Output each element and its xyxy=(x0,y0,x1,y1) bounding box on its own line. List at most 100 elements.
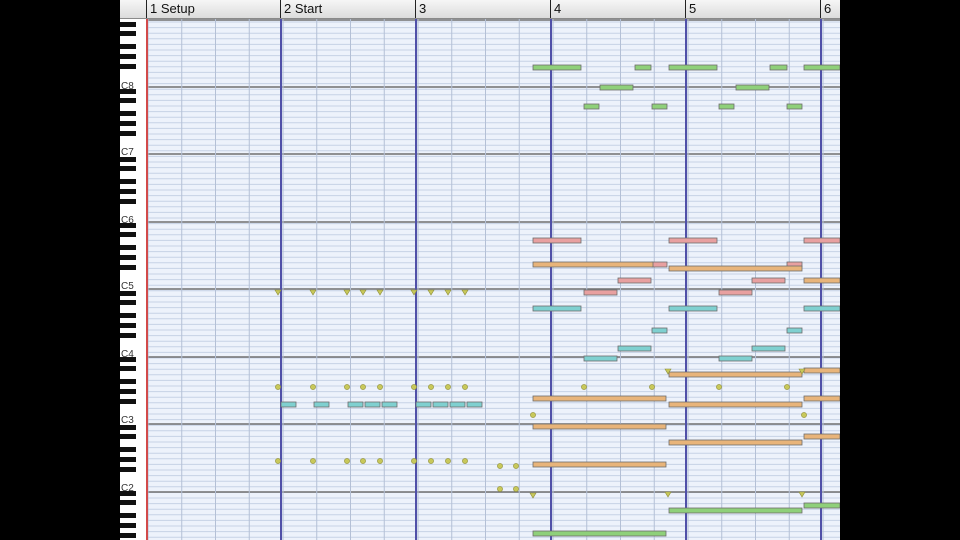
velocity-marker[interactable] xyxy=(798,368,806,375)
black-key[interactable] xyxy=(120,199,136,204)
black-key[interactable] xyxy=(120,179,136,184)
note[interactable] xyxy=(651,261,668,268)
velocity-marker[interactable] xyxy=(377,458,383,464)
black-key[interactable] xyxy=(120,313,136,318)
velocity-marker[interactable] xyxy=(343,289,351,296)
black-key[interactable] xyxy=(120,425,136,430)
velocity-marker[interactable] xyxy=(444,289,452,296)
note-grid[interactable] xyxy=(148,19,840,540)
black-key[interactable] xyxy=(120,300,136,305)
note[interactable] xyxy=(313,401,330,408)
black-key[interactable] xyxy=(120,166,136,171)
note[interactable] xyxy=(668,507,803,514)
note[interactable] xyxy=(599,84,634,91)
velocity-marker[interactable] xyxy=(664,368,672,375)
velocity-marker[interactable] xyxy=(461,289,469,296)
black-key[interactable] xyxy=(120,64,136,69)
black-key[interactable] xyxy=(120,121,136,126)
note[interactable] xyxy=(466,401,483,408)
note[interactable] xyxy=(449,401,466,408)
velocity-marker[interactable] xyxy=(377,384,383,390)
black-key[interactable] xyxy=(120,366,136,371)
velocity-marker[interactable] xyxy=(530,412,536,418)
velocity-marker[interactable] xyxy=(664,491,672,498)
velocity-marker[interactable] xyxy=(513,463,519,469)
velocity-marker[interactable] xyxy=(310,384,316,390)
black-key[interactable] xyxy=(120,89,136,94)
note[interactable] xyxy=(532,261,654,268)
note[interactable] xyxy=(532,305,582,312)
note[interactable] xyxy=(432,401,449,408)
note[interactable] xyxy=(651,103,668,110)
note[interactable] xyxy=(803,367,840,374)
note[interactable] xyxy=(751,277,786,284)
note[interactable] xyxy=(617,277,652,284)
velocity-marker[interactable] xyxy=(428,384,434,390)
black-key[interactable] xyxy=(120,500,136,505)
velocity-marker[interactable] xyxy=(462,458,468,464)
black-key[interactable] xyxy=(120,189,136,194)
note[interactable] xyxy=(803,433,840,440)
note[interactable] xyxy=(532,237,582,244)
note[interactable] xyxy=(803,502,840,509)
velocity-marker[interactable] xyxy=(309,289,317,296)
note[interactable] xyxy=(532,395,667,402)
velocity-marker[interactable] xyxy=(445,384,451,390)
black-key[interactable] xyxy=(120,467,136,472)
note[interactable] xyxy=(769,64,788,71)
piano-keyboard[interactable]: C8 C7 C6 C5 C4 C3 C2 xyxy=(120,19,148,540)
note[interactable] xyxy=(668,237,718,244)
velocity-marker[interactable] xyxy=(798,491,806,498)
velocity-marker[interactable] xyxy=(445,458,451,464)
velocity-marker[interactable] xyxy=(497,486,503,492)
black-key[interactable] xyxy=(120,232,136,237)
note[interactable] xyxy=(803,395,840,402)
black-key[interactable] xyxy=(120,447,136,452)
note[interactable] xyxy=(347,401,364,408)
note[interactable] xyxy=(280,401,297,408)
velocity-marker[interactable] xyxy=(716,384,722,390)
velocity-marker[interactable] xyxy=(462,384,468,390)
note[interactable] xyxy=(532,461,667,468)
black-key[interactable] xyxy=(120,533,136,538)
piano-roll-canvas[interactable] xyxy=(148,19,840,540)
velocity-marker[interactable] xyxy=(428,458,434,464)
note[interactable] xyxy=(668,439,803,446)
velocity-marker[interactable] xyxy=(376,289,384,296)
black-key[interactable] xyxy=(120,333,136,338)
black-key[interactable] xyxy=(120,255,136,260)
note[interactable] xyxy=(668,371,803,378)
bar-marker-5[interactable]: 5 xyxy=(685,0,696,18)
velocity-marker[interactable] xyxy=(411,458,417,464)
velocity-marker[interactable] xyxy=(274,289,282,296)
velocity-marker[interactable] xyxy=(310,458,316,464)
bar-marker-2[interactable]: 2 Start xyxy=(280,0,322,18)
velocity-marker[interactable] xyxy=(581,384,587,390)
velocity-marker[interactable] xyxy=(427,289,435,296)
bar-marker-1[interactable]: 1 Setup xyxy=(146,0,195,18)
note[interactable] xyxy=(532,530,667,537)
velocity-marker[interactable] xyxy=(275,384,281,390)
note[interactable] xyxy=(532,64,582,71)
black-key[interactable] xyxy=(120,265,136,270)
note[interactable] xyxy=(718,289,753,296)
black-key[interactable] xyxy=(120,111,136,116)
black-key[interactable] xyxy=(120,357,136,362)
note[interactable] xyxy=(617,345,652,352)
black-key[interactable] xyxy=(120,31,136,36)
note[interactable] xyxy=(668,401,803,408)
note[interactable] xyxy=(381,401,398,408)
black-key[interactable] xyxy=(120,399,136,404)
bar-marker-3[interactable]: 3 xyxy=(415,0,426,18)
black-key[interactable] xyxy=(120,491,136,496)
note[interactable] xyxy=(415,401,432,408)
black-key[interactable] xyxy=(120,44,136,49)
velocity-marker[interactable] xyxy=(411,384,417,390)
note[interactable] xyxy=(735,84,770,91)
black-key[interactable] xyxy=(120,379,136,384)
black-key[interactable] xyxy=(120,291,136,296)
black-key[interactable] xyxy=(120,523,136,528)
bar-marker-4[interactable]: 4 xyxy=(550,0,561,18)
velocity-marker[interactable] xyxy=(529,492,537,499)
note[interactable] xyxy=(532,423,667,430)
